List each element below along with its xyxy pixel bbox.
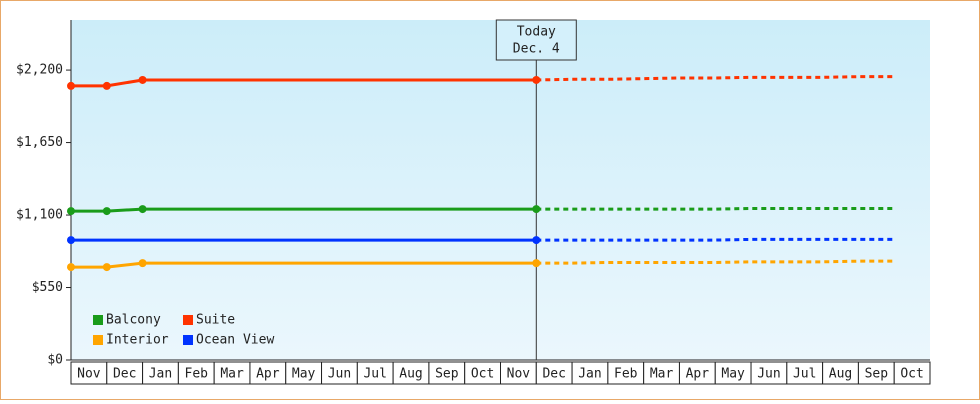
x-tick-label: Jan xyxy=(578,367,601,382)
legend-label: Balcony xyxy=(106,313,161,328)
point xyxy=(138,205,147,214)
x-tick-label: Sep xyxy=(435,367,459,382)
legend-swatch xyxy=(93,315,103,325)
point xyxy=(67,81,75,90)
plot-area xyxy=(71,20,930,360)
x-tick-label: Feb xyxy=(614,367,638,382)
x-tick-label: Nov xyxy=(77,367,101,382)
legend-label: Suite xyxy=(196,313,235,328)
x-tick-label: Aug xyxy=(829,367,852,382)
x-tick-label: Jun xyxy=(328,367,351,382)
y-tick-label: $1,100 xyxy=(16,208,63,223)
x-tick-label: May xyxy=(292,367,316,382)
x-tick-label: Dec xyxy=(113,367,136,382)
y-tick-label: $2,200 xyxy=(16,63,63,78)
point xyxy=(67,236,75,245)
x-tick-label: Jun xyxy=(757,367,780,382)
x-tick-label: Oct xyxy=(900,367,923,382)
x-tick-label: Nov xyxy=(507,367,531,382)
forecast-line xyxy=(536,206,895,211)
forecast-line xyxy=(536,237,895,242)
x-tick-label: Dec xyxy=(542,367,565,382)
today-label: Today xyxy=(517,25,556,40)
point xyxy=(532,75,541,84)
point xyxy=(102,81,111,90)
x-tick-label: Apr xyxy=(686,367,710,382)
x-tick-label: Feb xyxy=(185,367,209,382)
point xyxy=(532,236,541,245)
y-tick-label: $550 xyxy=(32,280,63,295)
legend-swatch xyxy=(93,335,103,345)
legend-label: Ocean View xyxy=(196,333,274,348)
legend-label: Interior xyxy=(106,333,169,348)
x-tick-label: Oct xyxy=(471,367,494,382)
point xyxy=(532,259,541,268)
legend-swatch xyxy=(183,315,193,325)
x-tick-label: May xyxy=(721,367,745,382)
y-tick-label: $1,650 xyxy=(16,135,63,150)
x-tick-box xyxy=(893,361,931,385)
point xyxy=(532,205,541,214)
x-tick-label: Jan xyxy=(149,367,172,382)
today-label: Dec. 4 xyxy=(513,42,560,57)
y-tick-label: $0 xyxy=(47,353,63,368)
x-tick-label: Mar xyxy=(220,367,244,382)
series-line xyxy=(71,78,537,88)
point xyxy=(102,207,111,216)
forecast-line xyxy=(536,259,895,265)
x-tick-label: Aug xyxy=(399,367,422,382)
point xyxy=(138,75,147,84)
point xyxy=(67,207,75,216)
point xyxy=(138,259,147,268)
forecast-line xyxy=(536,75,895,82)
series-line xyxy=(71,261,537,269)
x-tick-label: Mar xyxy=(650,367,674,382)
x-tick-label: Jul xyxy=(793,367,816,382)
legend-swatch xyxy=(183,335,193,345)
x-tick-label: Apr xyxy=(256,367,280,382)
point xyxy=(102,263,111,272)
today-box xyxy=(495,19,577,61)
x-tick-label: Jul xyxy=(363,367,386,382)
point xyxy=(67,263,75,272)
x-tick-label: Sep xyxy=(865,367,889,382)
series-line xyxy=(71,207,537,213)
